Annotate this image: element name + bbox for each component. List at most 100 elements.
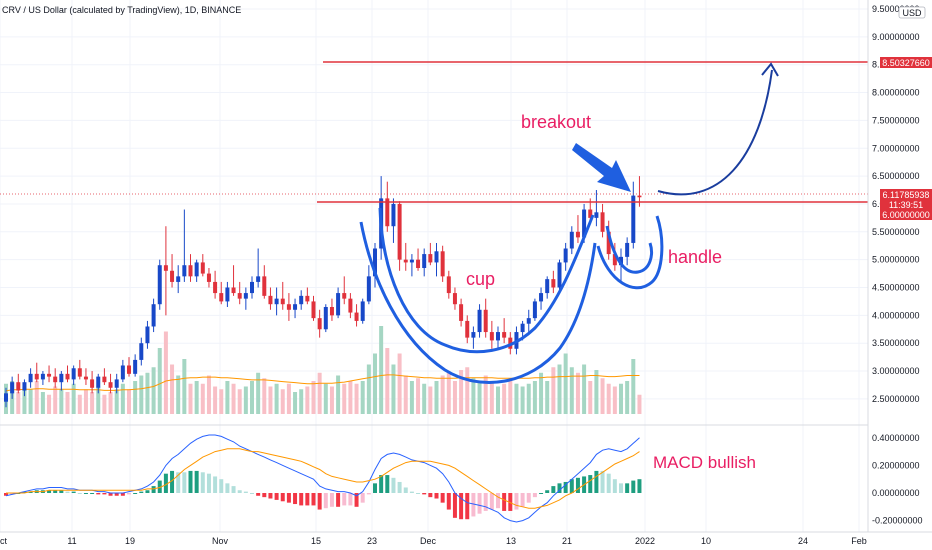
candle[interactable] — [170, 254, 175, 288]
breakout-arrow[interactable] — [572, 143, 631, 192]
time-axis[interactable]: Oct 11 19 Nov 15 23 Dec 13 21 2022 10 24 Feb — [0, 536, 867, 546]
candle[interactable] — [250, 276, 254, 299]
candle[interactable] — [96, 373, 101, 394]
candle[interactable] — [305, 287, 310, 305]
candle[interactable] — [600, 203, 605, 238]
candle[interactable] — [440, 245, 445, 282]
candle[interactable] — [483, 298, 488, 338]
candle[interactable] — [182, 209, 187, 282]
level-price-tag[interactable] — [880, 210, 932, 220]
candle[interactable] — [22, 379, 27, 397]
candle[interactable] — [65, 365, 70, 383]
candle[interactable] — [34, 362, 39, 383]
candle[interactable] — [323, 304, 328, 333]
candle[interactable] — [385, 181, 390, 232]
candle[interactable] — [231, 265, 236, 296]
candle[interactable] — [329, 298, 334, 321]
candle[interactable] — [16, 373, 21, 394]
cup-outer-curve[interactable] — [359, 221, 597, 384]
candle[interactable] — [120, 359, 125, 383]
candle[interactable] — [336, 287, 341, 319]
candle[interactable] — [237, 281, 242, 305]
candle[interactable] — [90, 371, 95, 394]
candle[interactable] — [569, 226, 574, 255]
candle[interactable] — [612, 242, 617, 271]
candle[interactable] — [373, 242, 377, 288]
candle[interactable] — [391, 198, 396, 243]
candle[interactable] — [40, 371, 45, 385]
candle[interactable] — [416, 248, 421, 271]
candle[interactable] — [575, 215, 580, 243]
candle[interactable] — [551, 270, 556, 294]
candle[interactable] — [157, 259, 162, 310]
candle[interactable] — [163, 226, 168, 316]
candle[interactable] — [459, 298, 464, 327]
candle[interactable] — [532, 298, 537, 321]
candle[interactable] — [299, 290, 304, 310]
candle[interactable] — [28, 368, 33, 388]
candle[interactable] — [213, 270, 218, 299]
candles[interactable] — [4, 176, 642, 408]
candle[interactable] — [145, 320, 150, 349]
candle[interactable] — [83, 368, 88, 385]
candle[interactable] — [446, 270, 451, 299]
macd-axis[interactable]: 0.40000000 0.20000000 0.00000000 -0.2000000… — [872, 433, 923, 526]
candle[interactable] — [102, 368, 107, 385]
candle[interactable] — [545, 276, 550, 299]
target-arrow-head[interactable] — [761, 62, 779, 77]
candle[interactable] — [108, 373, 113, 394]
candle[interactable] — [206, 268, 211, 288]
candle[interactable] — [274, 287, 279, 316]
candle[interactable] — [127, 357, 131, 377]
candle[interactable] — [489, 320, 494, 349]
candle[interactable] — [471, 326, 476, 349]
candle[interactable] — [354, 304, 359, 327]
candle[interactable] — [293, 298, 298, 319]
candle[interactable] — [594, 190, 599, 227]
candle[interactable] — [409, 254, 414, 277]
candle[interactable] — [631, 181, 636, 249]
candle[interactable] — [317, 309, 322, 338]
candle[interactable] — [563, 242, 568, 271]
candle[interactable] — [342, 276, 347, 305]
candle[interactable] — [397, 201, 402, 271]
candle[interactable] — [225, 281, 230, 307]
candle[interactable] — [219, 281, 224, 305]
candle[interactable] — [496, 326, 500, 349]
candle[interactable] — [477, 304, 482, 338]
candle[interactable] — [348, 293, 353, 319]
candle[interactable] — [625, 237, 630, 266]
candle[interactable] — [188, 254, 193, 282]
candle[interactable] — [428, 242, 433, 266]
candle[interactable] — [280, 281, 285, 310]
candle[interactable] — [502, 318, 507, 344]
candle[interactable] — [47, 365, 52, 383]
candle[interactable] — [434, 242, 439, 277]
candle[interactable] — [422, 248, 427, 277]
candle[interactable] — [176, 265, 181, 294]
candle[interactable] — [139, 337, 144, 366]
candle[interactable] — [4, 387, 8, 408]
candle[interactable] — [360, 298, 365, 324]
last-price-tag[interactable] — [880, 189, 932, 210]
candle[interactable] — [557, 259, 562, 291]
candle[interactable] — [286, 293, 291, 321]
handle-inner-curve[interactable] — [605, 225, 653, 274]
candle[interactable] — [403, 242, 408, 271]
candle[interactable] — [452, 287, 457, 310]
candle[interactable] — [262, 265, 267, 299]
candle[interactable] — [77, 359, 82, 380]
target-price-tag[interactable] — [880, 57, 932, 68]
candle[interactable] — [256, 248, 261, 288]
target-arrow[interactable] — [657, 69, 773, 196]
candle[interactable] — [465, 315, 470, 344]
candle[interactable] — [539, 287, 544, 310]
candle[interactable] — [268, 287, 273, 310]
candle[interactable] — [151, 298, 156, 333]
candle[interactable] — [200, 254, 205, 277]
currency-badge[interactable] — [898, 6, 926, 19]
candle[interactable] — [10, 376, 15, 399]
candle[interactable] — [243, 287, 248, 310]
cup-inner-curve[interactable] — [378, 207, 595, 354]
